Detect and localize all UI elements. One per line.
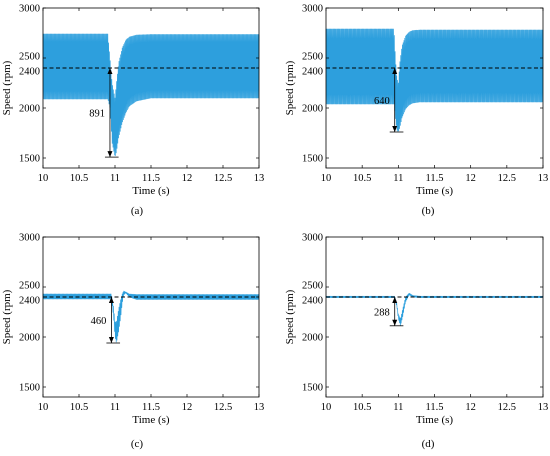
x-tick-label: 10 [38, 402, 49, 413]
y-tick-label: 2000 [302, 333, 323, 344]
dip-arrowhead-top [392, 68, 398, 74]
y-tick-label: 2400 [19, 67, 40, 78]
y-tick-label: 3000 [19, 233, 40, 244]
x-tick-label: 11 [393, 173, 403, 184]
y-tick-label: 1500 [302, 154, 323, 165]
x-tick-label: 12 [182, 173, 193, 184]
dip-magnitude-label: 891 [89, 109, 105, 120]
plot-frame [325, 236, 544, 398]
x-axis-label: Time (s) [132, 185, 170, 197]
x-tick-label: 11 [110, 173, 120, 184]
x-tick-label: 10.5 [353, 402, 371, 413]
dip-arrowhead-bottom [107, 151, 113, 158]
chart-panel: 10 10.5 11 11.5 12 12.5 13 1500 2000 2400 2500 3000… [1, 4, 264, 218]
y-tick-label: 2500 [19, 52, 40, 63]
x-tick-label: 13 [538, 402, 549, 413]
dip-magnitude-label: 288 [374, 307, 390, 318]
x-tick-label: 11.5 [142, 173, 160, 184]
y-tick-label: 2400 [302, 67, 323, 78]
y-tick-label: 2500 [302, 52, 323, 63]
x-tick-label: 10 [38, 173, 49, 184]
x-tick-label: 13 [254, 173, 265, 184]
x-tick-label: 10.5 [70, 402, 88, 413]
x-tick-label: 12 [465, 173, 476, 184]
panel-label: (c) [131, 438, 144, 450]
dip-arrowhead-bottom [392, 126, 398, 132]
panel-label: (d) [422, 438, 435, 450]
x-tick-label: 12.5 [498, 402, 516, 413]
series-line [42, 290, 260, 343]
x-tick-label: 10.5 [70, 173, 88, 184]
x-tick-label: 11.5 [426, 402, 444, 413]
dip-magnitude-label: 640 [374, 96, 390, 107]
y-axis-label: Speed (rpm) [1, 289, 13, 344]
y-tick-label: 2400 [19, 296, 40, 307]
x-tick-label: 11.5 [426, 173, 444, 184]
dip-arrowhead-top [107, 68, 113, 74]
y-tick-label: 2400 [302, 296, 323, 307]
y-tick-label: 2500 [19, 281, 40, 292]
x-axis-label: Time (s) [132, 414, 170, 426]
series-line [325, 28, 544, 132]
x-tick-label: 12.5 [214, 173, 232, 184]
dip-arrowhead-bottom [392, 319, 398, 326]
x-tick-label: 12.5 [498, 173, 516, 184]
chart-panel: 10 10.5 11 11.5 12 12.5 13 1500 2000 2400 2500 3000… [284, 233, 548, 451]
x-tick-label: 11 [110, 402, 120, 413]
plot-frame [42, 236, 260, 398]
x-tick-label: 12.5 [214, 402, 232, 413]
x-tick-label: 13 [254, 402, 265, 413]
y-axis-label: Speed (rpm) [284, 289, 296, 344]
x-tick-label: 13 [538, 173, 549, 184]
y-tick-label: 3000 [302, 4, 323, 15]
x-tick-label: 10 [321, 173, 332, 184]
y-axis-label: Speed (rpm) [1, 60, 13, 115]
y-axis-label: Speed (rpm) [284, 60, 296, 115]
y-tick-label: 2000 [19, 333, 40, 344]
chart-panel: 10 10.5 11 11.5 12 12.5 13 1500 2000 2400 2500 3000… [284, 4, 548, 218]
y-tick-label: 1500 [19, 383, 40, 394]
y-tick-label: 2000 [19, 104, 40, 115]
x-tick-label: 12 [182, 402, 193, 413]
dip-arrowhead-bottom [108, 337, 114, 343]
x-tick-label: 10.5 [353, 173, 371, 184]
panel-label: (b) [422, 205, 435, 217]
x-tick-label: 12 [465, 402, 476, 413]
series-line [325, 292, 544, 326]
dip-arrowhead-top [108, 297, 114, 303]
y-tick-label: 2500 [302, 281, 323, 292]
series-line [42, 33, 260, 157]
y-tick-label: 3000 [302, 233, 323, 244]
x-axis-label: Time (s) [416, 414, 454, 426]
y-tick-label: 1500 [302, 383, 323, 394]
y-tick-label: 2000 [302, 104, 323, 115]
y-tick-label: 1500 [19, 154, 40, 165]
dip-magnitude-label: 460 [91, 316, 107, 327]
y-tick-label: 3000 [19, 4, 40, 15]
x-tick-label: 10 [321, 402, 332, 413]
x-axis-label: Time (s) [416, 185, 454, 197]
panel-label: (a) [131, 205, 144, 217]
x-tick-label: 11.5 [142, 402, 160, 413]
x-tick-label: 11 [393, 402, 403, 413]
dip-arrowhead-top [392, 297, 398, 303]
chart-panel: 10 10.5 11 11.5 12 12.5 13 1500 2000 2400 2500 3000… [1, 233, 264, 451]
